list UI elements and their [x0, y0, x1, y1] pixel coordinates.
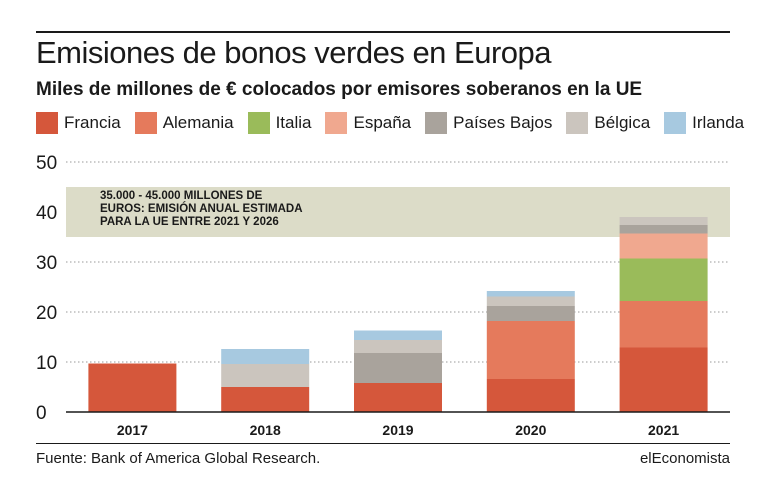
- legend-item: Francia: [36, 112, 121, 134]
- bar-segment: [486, 296, 575, 306]
- band-layer: [66, 187, 730, 237]
- legend-swatch: [566, 112, 589, 134]
- legend-label: España: [353, 113, 412, 132]
- bar-segment: [619, 347, 708, 412]
- legend-label: Bélgica: [594, 113, 651, 132]
- legend-label: Países Bajos: [453, 113, 553, 132]
- legend-swatch: [425, 112, 448, 134]
- bar-segment: [354, 330, 442, 340]
- bar-segment: [354, 383, 442, 412]
- bar-segment: [486, 379, 575, 412]
- y-tick-label: 50: [36, 153, 57, 174]
- legend-label: Alemania: [162, 113, 234, 132]
- chart-title: Emisiones de bonos verdes en Europa: [36, 35, 552, 70]
- estimate-band: [66, 187, 730, 237]
- y-tick-label: 30: [36, 253, 57, 274]
- band-label-line: PARA LA UE ENTRE 2021 Y 2026: [100, 216, 279, 228]
- bar-segment: [88, 363, 177, 412]
- legend-swatch: [247, 112, 270, 134]
- legend-item: Alemania: [134, 112, 234, 134]
- bottom-rule: [36, 443, 730, 444]
- band-label-line: EUROS: EMISIÓN ANUAL ESTIMADA: [100, 202, 303, 215]
- legend-swatch: [134, 112, 157, 134]
- y-tick-label: 20: [36, 303, 57, 324]
- legend-item: Irlanda: [664, 112, 744, 134]
- x-tick-label: 2018: [250, 422, 281, 438]
- bar-segment: [619, 301, 708, 348]
- bar-segment: [221, 387, 310, 412]
- legend-item: Países Bajos: [425, 112, 552, 134]
- legend-label: Irlanda: [692, 113, 745, 132]
- legend-swatch: [36, 112, 58, 134]
- bar-segment: [354, 340, 442, 353]
- legend-label: Italia: [275, 113, 312, 132]
- legend-label: Francia: [64, 113, 121, 132]
- x-tick-label: 2020: [515, 422, 546, 438]
- bars-layer: [88, 217, 708, 412]
- x-tick-label: 2019: [382, 422, 413, 438]
- y-tick-label: 40: [36, 203, 57, 224]
- legend-item: España: [325, 112, 411, 134]
- y-tick-label: 10: [36, 353, 57, 374]
- bar-segment: [354, 353, 442, 383]
- source-note: Fuente: Bank of America Global Research.: [36, 450, 321, 467]
- legend-item: Bélgica: [566, 112, 650, 134]
- x-tick-label: 2021: [648, 422, 679, 438]
- y-tick-label: 0: [36, 403, 47, 424]
- band-label-line: 35.000 - 45.000 MILLONES DE: [100, 190, 263, 202]
- chart-subtitle: Miles de millones de € colocados por emi…: [36, 79, 643, 100]
- bar-segment: [619, 217, 708, 225]
- bar-segment: [619, 225, 708, 234]
- bar-segment: [619, 258, 708, 301]
- bar-segment: [221, 364, 310, 387]
- x-tick-label: 2017: [117, 422, 148, 438]
- bar-segment: [486, 291, 575, 297]
- bar-segment: [619, 233, 708, 259]
- legend-swatch: [325, 112, 348, 134]
- axis-layer: 0 10 20 30 40 50 2017 2018 2019 2020 2021: [36, 153, 730, 438]
- bar-segment: [486, 321, 575, 379]
- legend-item: Italia: [247, 112, 312, 134]
- top-rule: [36, 31, 730, 33]
- legend-swatch: [664, 112, 687, 134]
- legend: Francia Alemania Italia España Países Bajos B…: [36, 112, 758, 134]
- bar-segment: [486, 306, 575, 321]
- brand-credit: elEconomista: [639, 450, 730, 467]
- bar-segment: [221, 349, 310, 364]
